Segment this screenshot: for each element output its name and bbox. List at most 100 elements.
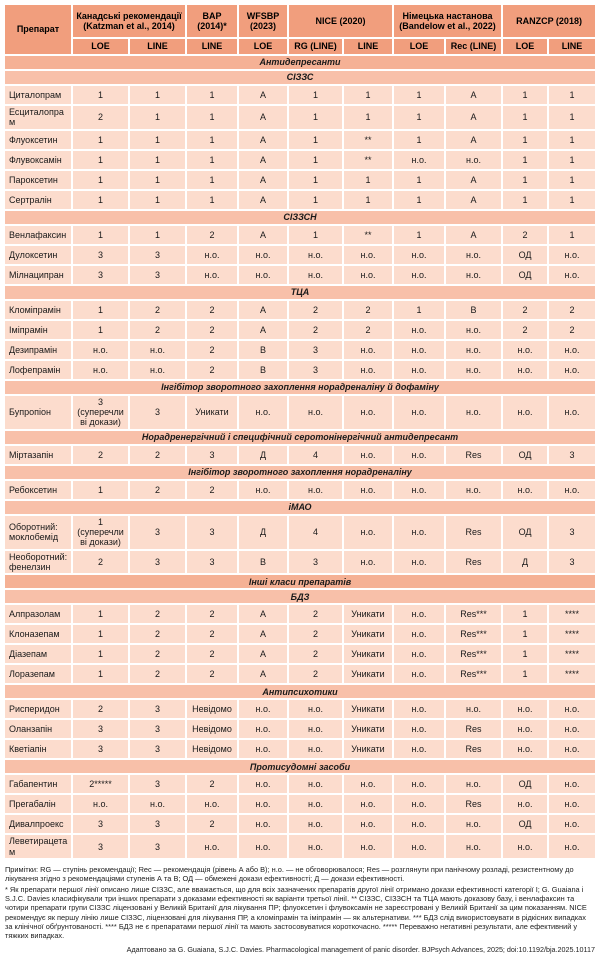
- drug-name-cell: Леветирацетам: [5, 835, 71, 859]
- value-cell: 2: [344, 300, 392, 319]
- value-cell: 1: [394, 130, 444, 149]
- table-row: Леветирацетам 3 3 н.о. н.о. н.о. н.о. н.о. н.о. н…: [5, 835, 596, 859]
- value-cell: н.о.: [344, 835, 392, 859]
- drug-name-cell: Сертралін: [5, 190, 71, 209]
- value-cell: 3: [289, 360, 342, 379]
- value-cell: 3: [549, 515, 596, 549]
- table-row: Сертралін 1 1 1 А 1 1 1 А 1 1: [5, 190, 596, 209]
- value-cell: 1: [394, 86, 444, 104]
- value-cell: н.о.: [549, 360, 596, 379]
- value-cell: ОД: [503, 245, 548, 264]
- value-cell: 4: [289, 515, 342, 549]
- value-cell: н.о.: [394, 720, 444, 739]
- section-title: ТЦА: [5, 285, 596, 299]
- value-cell: 1: [344, 190, 392, 209]
- value-cell: 2: [549, 320, 596, 339]
- value-cell: н.о.: [73, 360, 128, 379]
- value-cell: 3: [130, 245, 185, 264]
- section-header-row: СІЗЗС: [5, 71, 596, 84]
- value-cell: н.о.: [239, 265, 287, 284]
- value-cell: 1: [503, 170, 548, 189]
- value-cell: н.о.: [239, 395, 287, 429]
- source-attribution: Адаптовано за G. Guaiana, S.J.C. Davies.…: [126, 944, 595, 954]
- value-cell: н.о.: [344, 340, 392, 359]
- value-cell: н.о.: [130, 360, 185, 379]
- value-cell: 1: [130, 86, 185, 104]
- value-cell: 1: [549, 170, 596, 189]
- header-subcolumn: LINE: [549, 39, 596, 54]
- value-cell: 1: [130, 190, 185, 209]
- value-cell: 1: [394, 106, 444, 129]
- value-cell: 3: [130, 550, 185, 574]
- value-cell: 3: [73, 740, 128, 759]
- value-cell: А: [239, 320, 287, 339]
- value-cell: н.о.: [289, 815, 342, 834]
- footnote-asterisks: * Як препарати першої лінії описано лише…: [5, 884, 587, 941]
- table-row: Лоразепам 1 2 2 А 2 Уникати н.о. Res*** 1 ****: [5, 665, 596, 684]
- value-cell: А: [239, 645, 287, 664]
- table-header: Препарат Канадські рекомендації (Katzman …: [5, 5, 596, 54]
- value-cell: 1 (суперечливі докази): [73, 515, 128, 549]
- value-cell: 1: [503, 150, 548, 169]
- value-cell: н.о.: [446, 395, 502, 429]
- table-row: Кветіапін 3 3 Невідомо н.о. н.о. Уникати н.о. Re…: [5, 740, 596, 759]
- value-cell: н.о.: [446, 320, 502, 339]
- value-cell: 3: [130, 775, 185, 794]
- value-cell: 1: [394, 300, 444, 319]
- value-cell: 1: [73, 300, 128, 319]
- drug-name-cell: Ребоксетин: [5, 480, 71, 499]
- value-cell: н.о.: [344, 245, 392, 264]
- value-cell: 2: [503, 225, 548, 244]
- drug-name-cell: Клоназепам: [5, 625, 71, 644]
- header-group: WFSBP (2023): [239, 5, 287, 37]
- table-row: Дезипрамін н.о. н.о. 2 В 3 н.о. н.о. н.о. н.о. н.о…: [5, 340, 596, 359]
- value-cell: 2: [289, 625, 342, 644]
- value-cell: н.о.: [239, 775, 287, 794]
- value-cell: ****: [549, 645, 596, 664]
- value-cell: н.о.: [344, 795, 392, 814]
- value-cell: 1: [344, 170, 392, 189]
- value-cell: 1: [344, 106, 392, 129]
- section-header-row: Інгібітор зворотного захоплення норадрен…: [5, 465, 596, 479]
- value-cell: 3: [73, 265, 128, 284]
- value-cell: Невідомо: [187, 740, 237, 759]
- value-cell: 1: [73, 665, 128, 684]
- value-cell: 2: [130, 645, 185, 664]
- drug-name-cell: Дезипрамін: [5, 340, 71, 359]
- table-row: Іміпрамін 1 2 2 А 2 2 н.о. н.о. 2 2: [5, 320, 596, 339]
- value-cell: н.о.: [289, 795, 342, 814]
- drug-name-cell: Прегабалін: [5, 795, 71, 814]
- value-cell: ****: [549, 665, 596, 684]
- value-cell: Уникати: [344, 625, 392, 644]
- value-cell: 2: [289, 320, 342, 339]
- value-cell: н.о.: [394, 245, 444, 264]
- value-cell: 2: [187, 320, 237, 339]
- table-row: Прегабалін н.о. н.о. н.о. н.о. н.о. н.о. н.о. Re…: [5, 795, 596, 814]
- value-cell: 1: [130, 106, 185, 129]
- value-cell: н.о.: [289, 480, 342, 499]
- section-header-row: Норадренергічний і специфічний серотонін…: [5, 430, 596, 444]
- value-cell: 1: [503, 665, 548, 684]
- value-cell: А: [239, 225, 287, 244]
- header-drug-column: Препарат: [5, 5, 71, 54]
- value-cell: 1: [73, 605, 128, 624]
- value-cell: 2: [187, 645, 237, 664]
- value-cell: 2: [130, 300, 185, 319]
- value-cell: н.о.: [239, 740, 287, 759]
- value-cell: А: [239, 170, 287, 189]
- table-row: Флуоксетин 1 1 1 А 1 ** 1 А 1 1: [5, 130, 596, 149]
- value-cell: н.о.: [289, 245, 342, 264]
- header-subcolumn: LOE: [73, 39, 128, 54]
- value-cell: 1: [130, 225, 185, 244]
- value-cell: 3: [73, 815, 128, 834]
- value-cell: 1: [394, 190, 444, 209]
- section-header-row: ТЦА: [5, 285, 596, 299]
- value-cell: н.о.: [394, 340, 444, 359]
- value-cell: 2: [187, 815, 237, 834]
- value-cell: 3: [130, 835, 185, 859]
- value-cell: 3: [130, 815, 185, 834]
- value-cell: А: [239, 130, 287, 149]
- value-cell: 1: [289, 170, 342, 189]
- value-cell: Res: [446, 795, 502, 814]
- value-cell: н.о.: [549, 395, 596, 429]
